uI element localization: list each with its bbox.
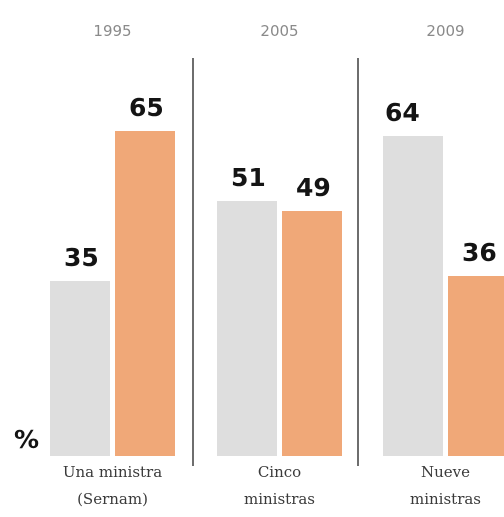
value-label-2009-1: 64	[385, 98, 420, 127]
value-label-1995-1: 35	[64, 243, 99, 272]
bar-1995-2	[115, 131, 175, 456]
year-label-2005: 2005	[260, 22, 298, 40]
bar-2009-1	[383, 136, 443, 456]
year-label-1995: 1995	[93, 22, 131, 40]
category-label-1995-line1: Una ministra	[63, 463, 162, 481]
labels: 1995 35 65 Una ministra (Sernam) 2005 51 49 Cinc…	[63, 22, 497, 508]
category-label-1995-line2: (Sernam)	[77, 490, 148, 508]
value-label-2005-2: 49	[296, 173, 331, 202]
category-label-2005-line2: ministras	[244, 490, 315, 508]
value-label-1995-2: 65	[129, 93, 164, 122]
bars	[50, 131, 504, 456]
category-label-2009-line1: Nueve	[421, 463, 470, 481]
category-label-2009-line2: ministras	[410, 490, 481, 508]
year-label-2009: 2009	[426, 22, 464, 40]
bar-2005-1	[217, 201, 277, 456]
bar-2005-2	[282, 211, 342, 456]
value-label-2005-1: 51	[231, 163, 266, 192]
value-label-2009-2: 36	[462, 238, 497, 267]
group-dividers	[192, 58, 359, 466]
bar-2009-2	[448, 276, 504, 456]
bar-1995-1	[50, 281, 110, 456]
category-label-2005-line1: Cinco	[258, 463, 301, 481]
unit-label: %	[14, 425, 39, 454]
